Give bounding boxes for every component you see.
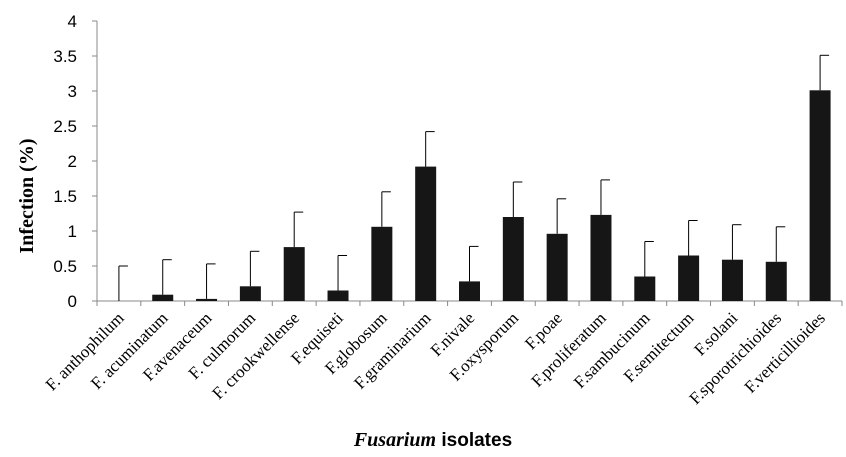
y-tick-label: 4: [68, 12, 77, 31]
bar: [590, 214, 612, 301]
y-tick-label: 1.5: [53, 187, 77, 206]
bar: [415, 166, 437, 301]
bar: [371, 226, 393, 301]
bar: [502, 217, 524, 301]
x-axis-label-rest: isolates: [436, 430, 512, 451]
y-tick-label: 1: [68, 222, 77, 241]
y-tick-label: 3.5: [53, 47, 77, 66]
y-axis-label: Infection (%): [16, 139, 38, 254]
bar: [459, 281, 480, 301]
bar: [765, 261, 787, 301]
bar: [634, 276, 656, 301]
y-tick-label: 2: [68, 152, 77, 171]
x-axis-label-italic: Fusarium: [353, 429, 436, 451]
y-tick-label: 0: [68, 292, 77, 311]
y-axis-ticks: 0 0.5 1 1.5 2 2.5 3 3.5 4: [53, 12, 97, 311]
x-category-label: F.graminarium: [350, 308, 434, 392]
y-tick-label: 2.5: [53, 117, 77, 136]
bar: [678, 255, 700, 301]
y-tick-label: 0.5: [53, 257, 77, 276]
bar: [809, 90, 831, 301]
bar: [721, 259, 743, 301]
y-tick-label: 3: [68, 82, 77, 101]
bar: [152, 294, 174, 301]
x-axis-label: Fusarium isolates: [353, 429, 512, 451]
bar: [196, 298, 218, 301]
bar: [546, 233, 568, 301]
bar: [239, 286, 261, 301]
bars: [118, 54, 831, 301]
bar: [327, 290, 349, 301]
bar: [283, 247, 305, 301]
